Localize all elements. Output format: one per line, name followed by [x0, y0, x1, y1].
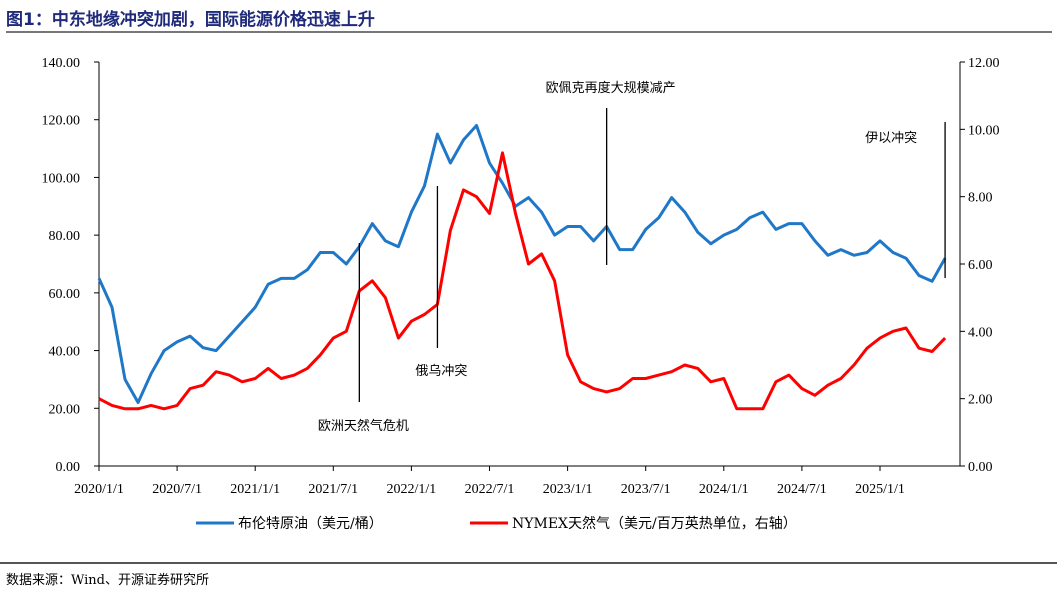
left-tick-label: 140.00	[42, 56, 81, 71]
x-tick-label: 2025/1/1	[855, 482, 905, 497]
series-line-natgas	[98, 151, 947, 411]
right-tick-label: 6.00	[968, 258, 993, 273]
annotation-label: 伊以冲突	[865, 130, 917, 146]
x-tick-label: 2020/7/1	[152, 482, 202, 497]
left-tick-label: 60.00	[49, 287, 81, 302]
legend-label: NYMEX天然气（美元/百万英热单位，右轴）	[512, 515, 797, 532]
x-tick-label: 2022/1/1	[387, 482, 437, 497]
annotation-label: 俄乌冲突	[415, 363, 467, 379]
x-tick-label: 2023/7/1	[621, 482, 671, 497]
right-tick-label: 12.00	[968, 56, 1000, 71]
source-note: 数据来源：Wind、开源证券研究所	[6, 573, 209, 588]
left-tick-label: 120.00	[42, 114, 81, 129]
x-tick-label: 2024/7/1	[777, 482, 827, 497]
series-line-brent	[97, 124, 947, 404]
x-tick-label: 2021/7/1	[308, 482, 358, 497]
x-tick-label: 2020/1/1	[74, 482, 124, 497]
left-tick-label: 40.00	[49, 345, 81, 360]
left-tick-label: 20.00	[49, 402, 81, 417]
legend-label: 布伦特原油（美元/桶）	[238, 516, 383, 532]
annotation-label: 欧佩克再度大规模减产	[546, 80, 676, 96]
x-tick-label: 2021/1/1	[230, 482, 280, 497]
left-tick-label: 0.00	[56, 460, 81, 475]
figure-title: 图1：中东地缘冲突加剧，国际能源价格迅速上升	[6, 10, 375, 30]
x-tick-label: 2024/1/1	[699, 482, 749, 497]
right-tick-label: 8.00	[968, 191, 993, 206]
right-tick-label: 4.00	[968, 325, 993, 340]
x-tick-label: 2023/1/1	[543, 482, 593, 497]
right-tick-label: 10.00	[968, 123, 1000, 138]
left-tick-label: 80.00	[49, 229, 81, 244]
left-tick-label: 100.00	[42, 171, 81, 186]
footer-divider	[0, 562, 1057, 564]
title-divider	[6, 31, 1052, 33]
right-tick-label: 0.00	[968, 460, 993, 475]
right-tick-label: 2.00	[968, 393, 993, 408]
annotation-label: 欧洲天然气危机	[318, 418, 409, 434]
x-tick-label: 2022/7/1	[465, 482, 515, 497]
